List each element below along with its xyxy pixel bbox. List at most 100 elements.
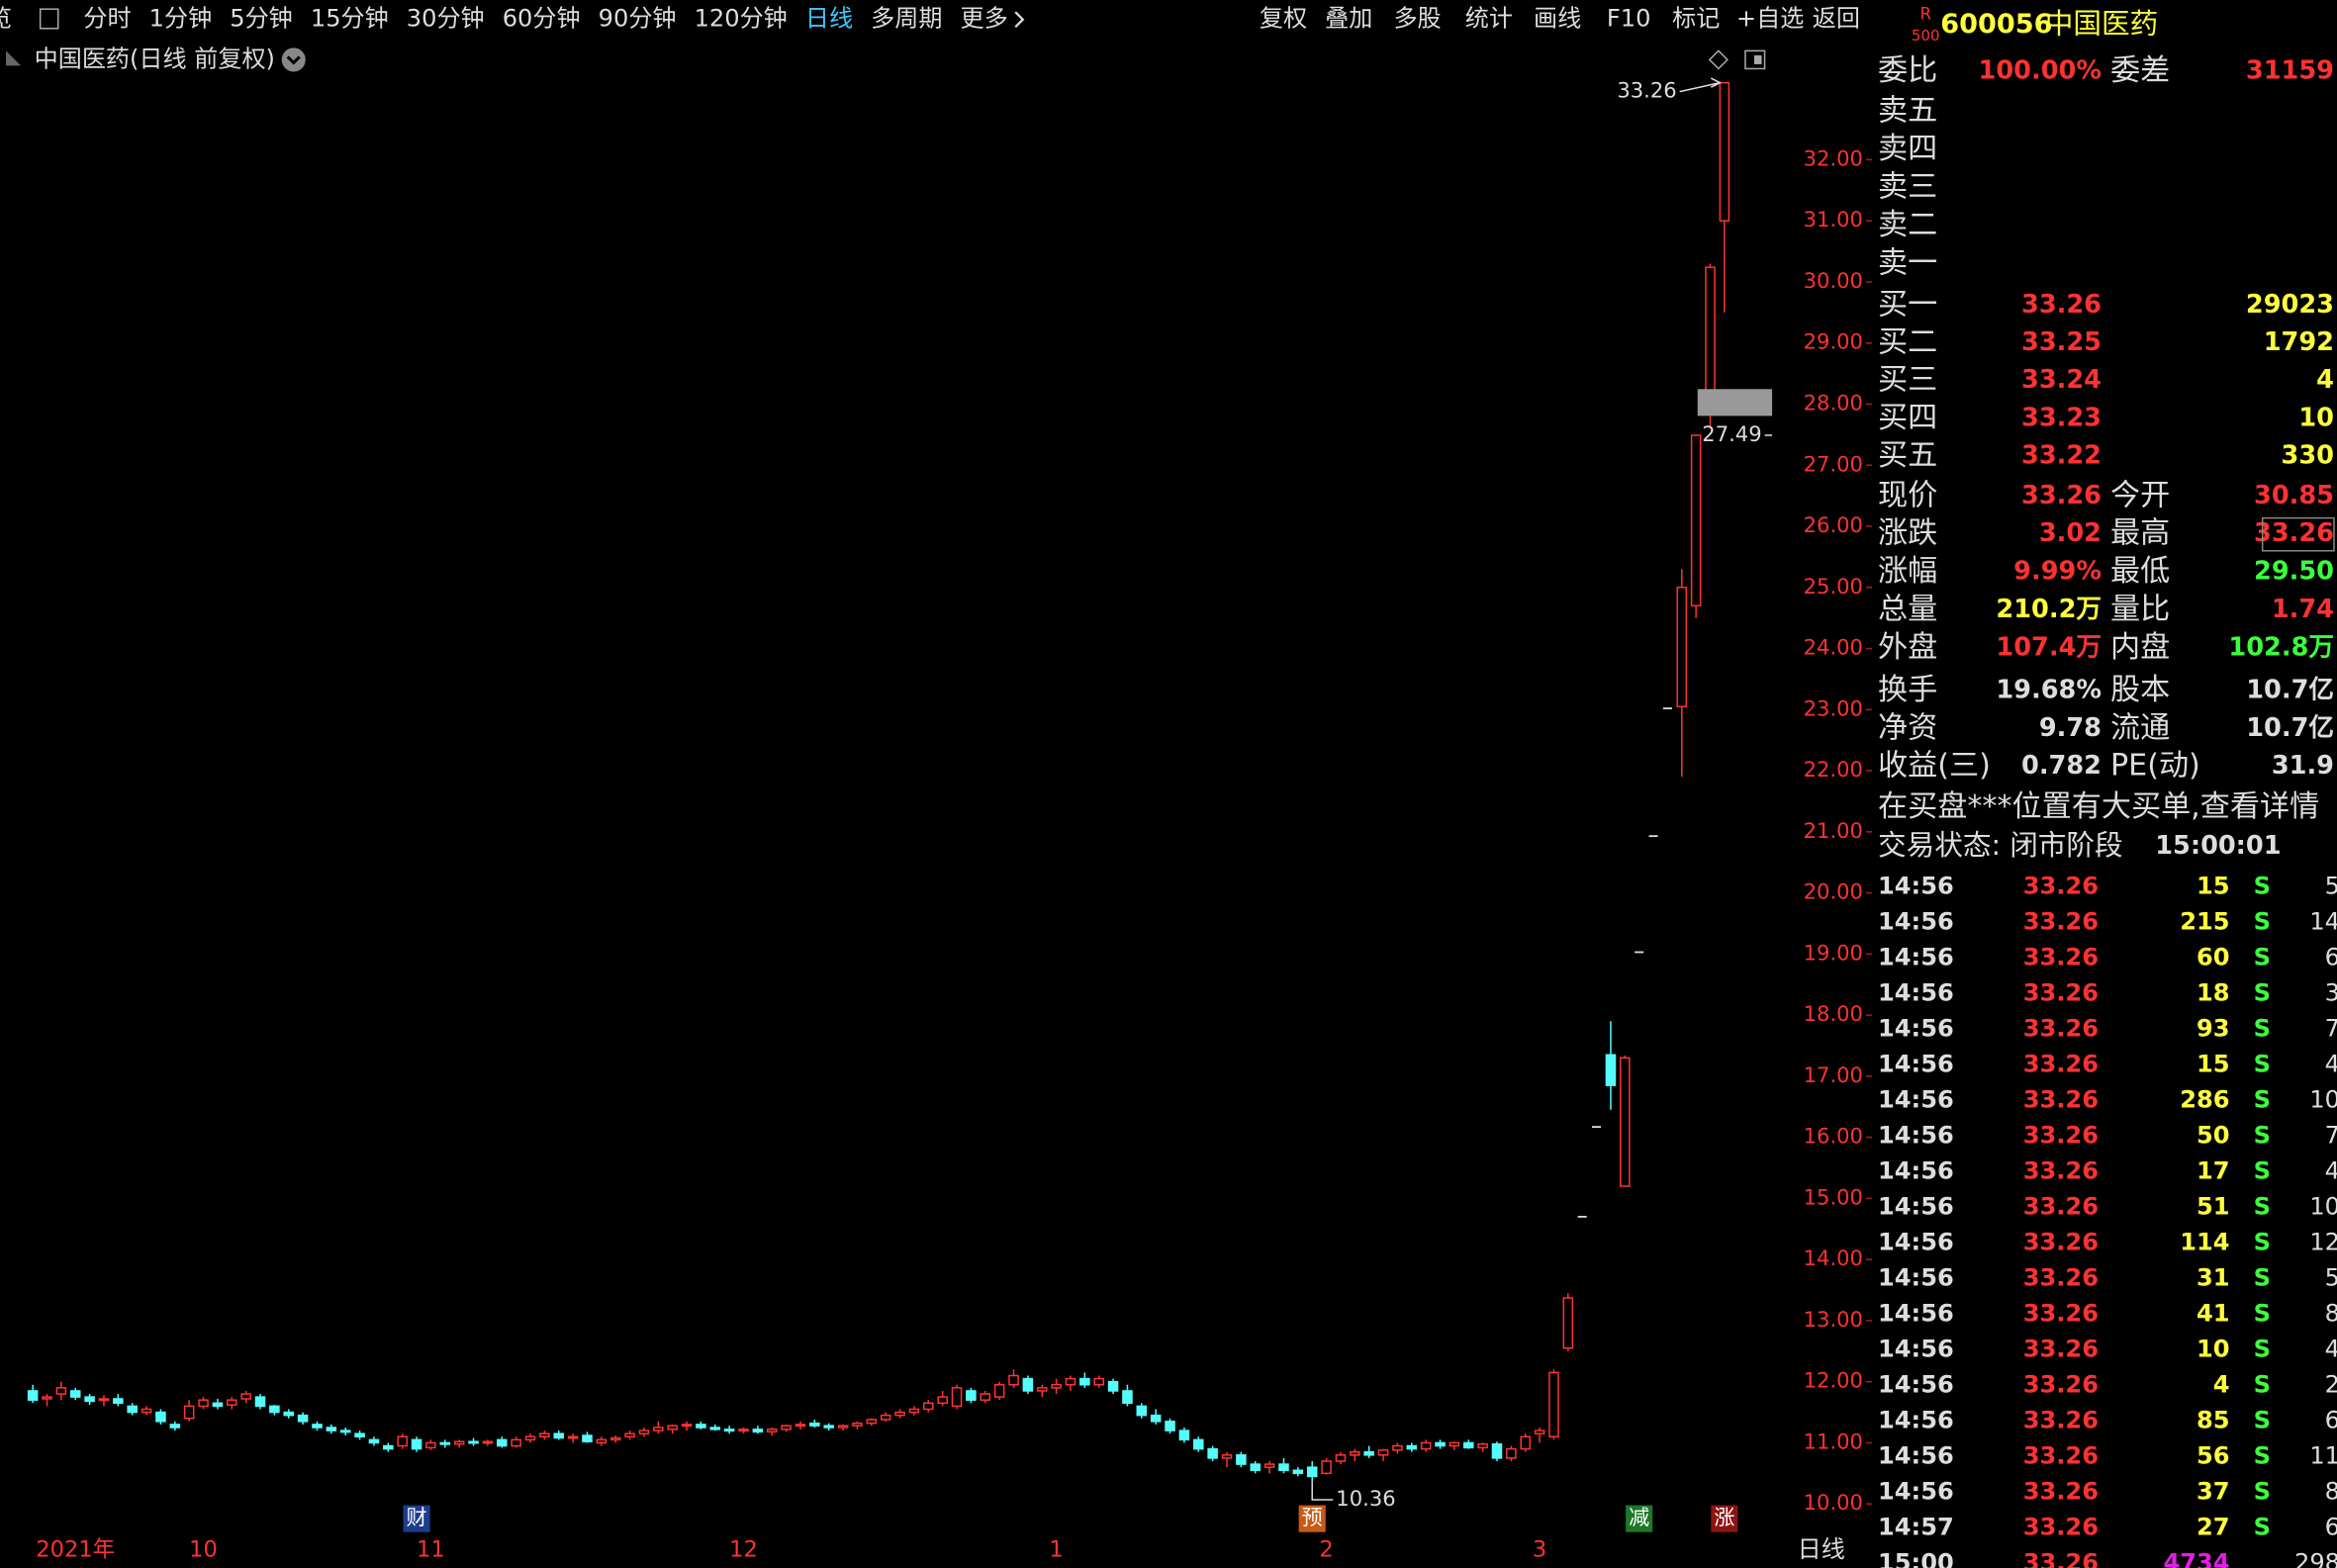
candle-body (1491, 1442, 1503, 1459)
trade-count: 2 (2325, 1370, 2337, 1398)
toolbar-tab[interactable]: 日线 (805, 5, 853, 33)
candle-body (880, 1414, 891, 1421)
toolbar-tab[interactable]: 60分钟 (503, 5, 581, 33)
candle-body (339, 1430, 351, 1433)
trade-price: 33.26 (2023, 1441, 2099, 1469)
trade-volume: 18 (2197, 978, 2230, 1006)
candle-body (140, 1408, 152, 1414)
toolbar-button[interactable]: F10 (1607, 5, 1651, 33)
trade-volume: 286 (2180, 1085, 2229, 1113)
trade-side: S (2254, 1406, 2271, 1433)
toolbar-button[interactable]: 统计 (1465, 5, 1513, 33)
trade-time: 14:56 (1878, 1121, 1954, 1149)
candle-body (567, 1435, 579, 1439)
trade-side: S (2254, 907, 2271, 935)
candle-body (852, 1422, 863, 1427)
candle-body (539, 1432, 550, 1438)
more-chevron[interactable] (1014, 11, 1025, 29)
toolbar-button[interactable]: 标记 (1672, 5, 1720, 33)
trade-time: 14:56 (1878, 1299, 1954, 1327)
candle-body (1250, 1463, 1262, 1471)
trade-time: 14:56 (1878, 1477, 1954, 1505)
trade-time: 14:56 (1878, 1228, 1954, 1255)
marker-box (1697, 389, 1773, 416)
trade-price: 33.26 (2023, 907, 2099, 935)
event-label: 减 (1629, 1505, 1649, 1529)
candle-body (908, 1408, 920, 1414)
trade-side: S (2254, 1121, 2271, 1149)
event-badge[interactable] (1298, 1505, 1326, 1532)
notice[interactable]: 在买盘***位置有大买单,查看详情 (1878, 789, 2319, 824)
candle-body (1392, 1444, 1403, 1451)
event-badge[interactable] (1626, 1505, 1653, 1532)
toolbar-button[interactable]: 复权 (1260, 5, 1307, 33)
stat-label: 涨幅 (1878, 554, 1937, 589)
trade-count: 8 (2325, 1299, 2337, 1327)
y-tick-label: 19.00 (1804, 940, 1863, 965)
toolbar-tab[interactable]: 120分钟 (695, 5, 788, 33)
candle-body (1335, 1454, 1347, 1462)
toolbar-tab[interactable]: 多周期 (871, 5, 942, 33)
trade-side: S (2254, 872, 2271, 899)
diamond-icon[interactable] (1708, 49, 1729, 70)
stat-label: 涨跌 (1878, 516, 1937, 551)
y-tick-label: 15.00 (1804, 1184, 1863, 1209)
candle-body (511, 1438, 521, 1447)
candle-body (980, 1393, 991, 1401)
toolbar-button[interactable]: 画线 (1534, 5, 1581, 33)
trade-volume: 51 (2197, 1192, 2230, 1220)
toolbar-tab[interactable]: 30分钟 (407, 5, 485, 33)
bid-price: 33.26 (2021, 290, 2102, 320)
toolbar-tab[interactable]: 15分钟 (311, 5, 389, 33)
sidebar-icon[interactable] (39, 8, 59, 30)
candle-body (1292, 1469, 1304, 1475)
panel-icon[interactable] (1744, 49, 1766, 70)
trade-count: 8 (2325, 1477, 2337, 1505)
y-tick-label: 30.00 (1804, 268, 1863, 293)
title-dropdown[interactable] (281, 47, 306, 72)
candle-body (383, 1444, 394, 1450)
event-badge[interactable] (1711, 1505, 1738, 1532)
candle-body (609, 1436, 621, 1441)
trade-count: 5 (2325, 872, 2337, 899)
stat-value: 0.782 (2021, 751, 2102, 781)
toolbar-button[interactable]: 返回 (1813, 5, 1860, 33)
y-tick-label: 17.00 (1804, 1062, 1863, 1087)
trade-count: 10 (2309, 1085, 2337, 1113)
candle-body (823, 1425, 834, 1429)
ask-label: 卖四 (1878, 132, 1937, 166)
candle-body (1079, 1377, 1090, 1386)
trade-time: 14:56 (1878, 1050, 1954, 1077)
trade-time: 14:56 (1878, 1441, 1954, 1469)
toolbar-tab[interactable]: 分时 (83, 5, 131, 33)
candle-body (227, 1399, 237, 1406)
stat-value: 33.26 (2021, 481, 2102, 510)
toolbar-tab[interactable]: 览 (0, 5, 12, 33)
status-time: 15:00:01 (2155, 831, 2281, 861)
toolbar-tab[interactable]: 5分钟 (230, 5, 293, 33)
toolbar-button[interactable]: 多股 (1393, 5, 1441, 33)
event-label: 财 (407, 1505, 427, 1529)
toolbar-button[interactable]: 叠加 (1325, 5, 1372, 33)
stat-value: 1.74 (2272, 595, 2334, 624)
trade-count: 4 (2325, 1335, 2337, 1362)
trade-time: 14:56 (1878, 1156, 1954, 1184)
bid-price: 33.25 (2021, 327, 2102, 357)
event-badge[interactable] (403, 1505, 430, 1532)
toolbar-tab[interactable]: 1分钟 (149, 5, 213, 33)
candle-body (1107, 1380, 1119, 1392)
dropdown-chevron (286, 55, 301, 65)
row-value: 100.00% (1979, 55, 2102, 85)
trade-time: 14:56 (1878, 1370, 1954, 1398)
toolbar-tab[interactable]: 90分钟 (599, 5, 677, 33)
trade-price: 33.26 (2023, 1192, 2099, 1220)
toolbar-button[interactable]: +自选 (1736, 5, 1804, 33)
candle-body (667, 1425, 678, 1430)
bid-volume: 10 (2298, 403, 2334, 432)
trade-volume: 15 (2197, 1050, 2230, 1077)
x-tick-label: 11 (417, 1536, 445, 1562)
low-arrow (1311, 1481, 1334, 1501)
toolbar-tab[interactable]: 更多 (961, 5, 1008, 33)
candle-body (894, 1411, 905, 1417)
